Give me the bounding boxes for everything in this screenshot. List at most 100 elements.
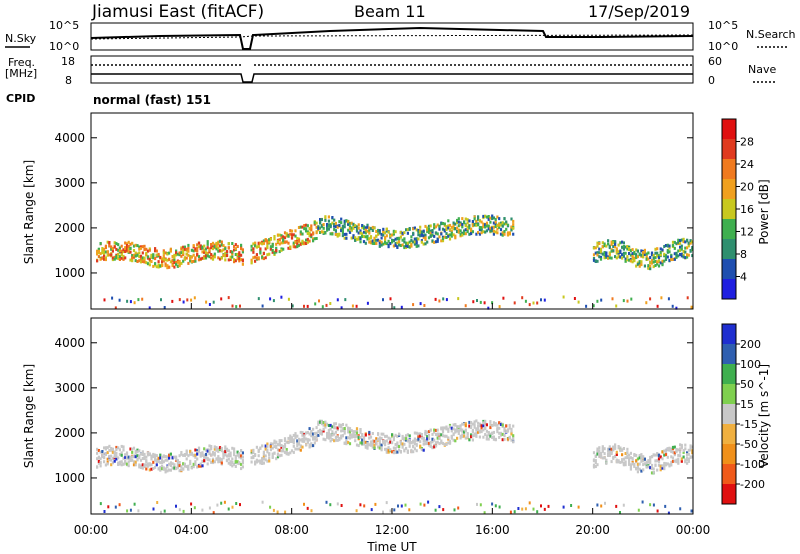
range-cell xyxy=(389,234,392,238)
range-cell xyxy=(348,227,352,231)
range-cell xyxy=(185,252,188,256)
range-cell xyxy=(671,445,675,449)
range-cell xyxy=(431,229,434,232)
range-cell xyxy=(217,457,220,461)
ground-cell xyxy=(193,296,196,300)
range-cell xyxy=(371,239,374,243)
range-cell xyxy=(492,221,495,225)
range-cell xyxy=(189,462,192,466)
range-cell xyxy=(405,228,408,232)
range-cell xyxy=(415,431,418,435)
range-cell xyxy=(679,245,682,249)
range-cell xyxy=(236,450,239,454)
range-cell xyxy=(663,259,666,263)
range-cell xyxy=(305,437,308,441)
range-cell xyxy=(468,424,471,428)
range-cell xyxy=(182,453,185,457)
ground-cell xyxy=(600,298,603,302)
range-cell xyxy=(364,440,367,444)
range-cell xyxy=(668,244,671,248)
range-cell xyxy=(615,458,618,462)
range-cell xyxy=(456,221,459,224)
range-cell xyxy=(441,227,445,231)
range-cell xyxy=(229,250,232,254)
range-cell xyxy=(271,442,274,446)
ground-cell xyxy=(160,298,162,302)
range-cell xyxy=(301,242,304,246)
range-cell xyxy=(389,437,392,441)
range-cell xyxy=(485,229,488,233)
range-cell xyxy=(389,448,392,452)
range-cell xyxy=(603,456,606,460)
range-cell xyxy=(187,249,190,253)
range-cell xyxy=(266,246,269,250)
range-cell xyxy=(218,257,222,261)
range-cell xyxy=(292,441,295,445)
range-cell xyxy=(689,446,692,450)
range-cell xyxy=(406,439,409,443)
range-cell xyxy=(113,452,116,456)
range-cell xyxy=(336,233,339,237)
range-cell xyxy=(413,240,416,244)
range-cell xyxy=(592,459,596,463)
range-cell xyxy=(635,459,638,463)
range-cell xyxy=(319,428,322,432)
ground-cell xyxy=(438,505,441,509)
range-cell xyxy=(396,444,399,448)
range-cell xyxy=(224,254,227,258)
range-cell xyxy=(666,255,669,259)
range-cell xyxy=(398,432,401,436)
range-cell xyxy=(341,224,344,228)
ground-cell xyxy=(205,300,208,304)
range-cell xyxy=(131,256,134,260)
range-cell xyxy=(192,454,195,457)
range-cell xyxy=(154,453,157,457)
range-cell xyxy=(264,447,267,451)
range-cell xyxy=(498,431,501,435)
range-cell xyxy=(257,448,260,452)
ground-cell xyxy=(137,298,140,302)
range-cell xyxy=(190,466,193,470)
range-cell xyxy=(324,215,327,219)
range-cell xyxy=(384,231,387,235)
range-cell xyxy=(211,241,215,245)
range-cell xyxy=(327,432,330,435)
range-cell xyxy=(441,434,445,438)
range-cell xyxy=(233,248,236,252)
range-cell xyxy=(255,460,258,464)
range-cell xyxy=(255,458,258,462)
range-cell xyxy=(398,243,401,247)
range-cell xyxy=(340,229,343,233)
range-cell xyxy=(684,459,687,463)
range-cell xyxy=(132,460,136,464)
range-cell xyxy=(327,428,330,432)
range-cell xyxy=(308,432,311,436)
range-cell xyxy=(273,253,276,256)
range-cell xyxy=(143,463,146,467)
range-cell xyxy=(157,467,160,471)
range-cell xyxy=(348,433,352,437)
range-cell xyxy=(215,247,218,251)
range-cell xyxy=(424,242,427,246)
range-cell xyxy=(125,242,129,246)
range-cell xyxy=(173,255,176,259)
ground-cell xyxy=(585,304,588,308)
range-cell xyxy=(596,251,599,255)
range-cell xyxy=(505,222,508,226)
range-cell xyxy=(129,250,132,254)
range-cell xyxy=(413,431,416,435)
range-cell xyxy=(175,253,178,257)
range-cell xyxy=(433,240,436,244)
ground-cell xyxy=(114,505,117,509)
range-cell xyxy=(352,226,355,230)
range-cell xyxy=(313,221,316,225)
range-cell xyxy=(250,456,253,460)
range-cell xyxy=(642,463,645,467)
range-cell xyxy=(327,224,330,228)
range-cell xyxy=(677,461,680,465)
range-cell xyxy=(282,237,285,241)
range-cell xyxy=(398,237,401,241)
range-cell xyxy=(347,228,350,232)
range-cell xyxy=(233,245,236,248)
